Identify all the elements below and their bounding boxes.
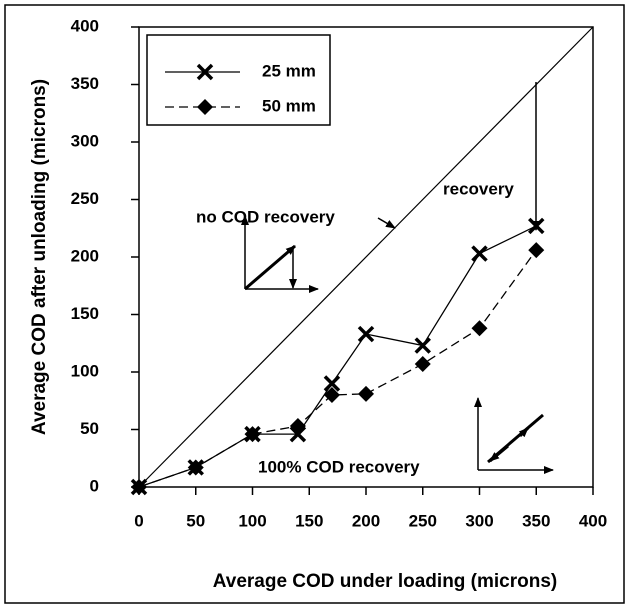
x-tick-label: 250: [409, 511, 437, 530]
x-tick-label: 200: [352, 511, 380, 530]
series-line: [138, 225, 537, 488]
marker-diamond: [414, 355, 431, 372]
marker-x: [357, 325, 375, 343]
marker-diamond: [244, 426, 261, 443]
marker-x: [528, 217, 545, 235]
y-tick-label: 0: [90, 476, 99, 495]
annotation: 100% COD recovery: [258, 457, 420, 476]
legend-marker: [197, 99, 213, 115]
annotation-arrow: [377, 217, 396, 229]
y-tick-label: 400: [71, 16, 99, 35]
x-tick-label: 100: [238, 511, 266, 530]
x-tick-label: 350: [522, 511, 550, 530]
marker-x: [323, 375, 341, 392]
x-tick-label: 300: [465, 511, 493, 530]
legend-label: 50 mm: [262, 96, 316, 115]
y-tick-label: 50: [80, 419, 99, 438]
marker-diamond: [528, 242, 545, 259]
y-axis-label: Average COD after unloading (microns): [29, 79, 50, 435]
y-tick-label: 350: [71, 74, 99, 93]
marker-diamond: [471, 320, 488, 337]
marker-diamond: [358, 385, 374, 402]
frame: [4, 4, 625, 604]
legend: [146, 34, 331, 126]
y-tick-label: 150: [71, 304, 99, 323]
annotation: no COD recovery: [196, 207, 335, 226]
x-tick-label: 0: [134, 511, 143, 530]
marker-diamond: [187, 459, 204, 476]
legend-label: 25 mm: [262, 61, 316, 80]
marker-x: [471, 245, 488, 262]
x-tick-label: 150: [295, 511, 323, 530]
annotation: recovery: [443, 179, 514, 198]
legend-marker: [196, 63, 214, 81]
marker-x: [414, 337, 431, 354]
x-tick-label: 400: [579, 511, 607, 530]
marker-diamond: [289, 418, 306, 435]
marker-diamond: [323, 387, 340, 403]
x-axis-label: Average COD under loading (microns): [213, 571, 558, 592]
reference-line: [138, 26, 594, 488]
icon-full-recovery: [474, 397, 554, 474]
y-tick-label: 250: [71, 189, 99, 208]
x-tick-label: 50: [186, 511, 205, 530]
y-tick-label: 200: [71, 246, 99, 265]
marker-x: [289, 425, 307, 443]
icon-no-recovery: [241, 215, 319, 293]
y-tick-label: 300: [71, 131, 99, 150]
marker-diamond: [131, 479, 147, 495]
y-tick-label: 100: [71, 361, 99, 380]
